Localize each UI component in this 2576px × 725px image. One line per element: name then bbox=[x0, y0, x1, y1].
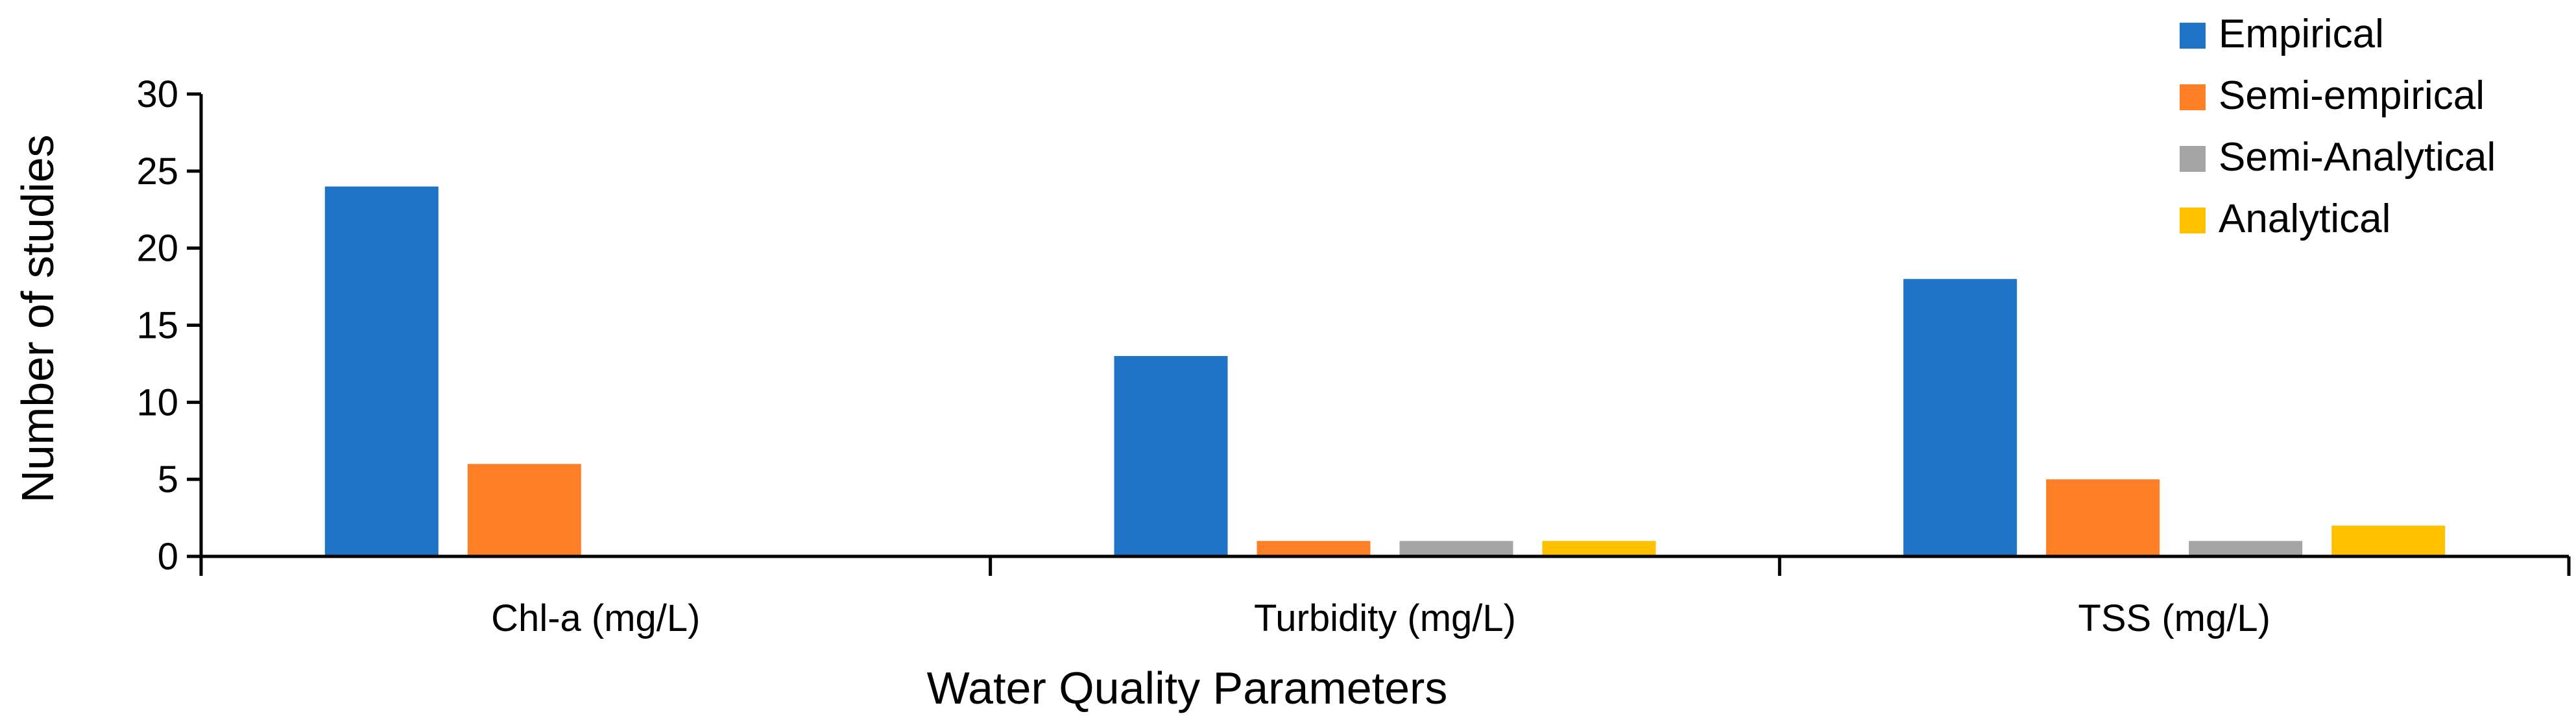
legend-label: Empirical bbox=[2219, 12, 2384, 56]
bar-analytical bbox=[2331, 525, 2446, 556]
legend-label: Analytical bbox=[2219, 196, 2390, 241]
y-tick-label: 30 bbox=[136, 73, 178, 115]
x-axis-title: Water Quality Parameters bbox=[927, 663, 1448, 713]
bar-empirical bbox=[1903, 279, 2017, 556]
bars-layer bbox=[324, 186, 2446, 557]
bar-semi-analytical bbox=[2189, 541, 2303, 556]
x-tick-label: Chl-a (mg/L) bbox=[491, 597, 700, 639]
bar-semi-empirical bbox=[467, 464, 581, 556]
bar-semi-analytical bbox=[1399, 541, 1513, 556]
legend-swatch bbox=[2180, 84, 2206, 110]
y-ticks: 0 5 10 15 20 25 30 bbox=[136, 73, 201, 578]
bar-semi-empirical bbox=[2046, 479, 2160, 556]
y-tick-label: 15 bbox=[136, 305, 178, 347]
legend-swatch bbox=[2180, 23, 2206, 49]
y-tick-label: 5 bbox=[158, 458, 178, 501]
legend-swatch bbox=[2180, 208, 2206, 233]
y-tick-label: 25 bbox=[136, 150, 178, 193]
bar-semi-empirical bbox=[1257, 541, 1371, 556]
legend-label: Semi-Analytical bbox=[2219, 135, 2496, 180]
bar-analytical bbox=[1542, 541, 1656, 556]
y-tick-label: 10 bbox=[136, 381, 178, 423]
x-tick-label: Turbidity (mg/L) bbox=[1254, 597, 1516, 639]
legend-label: Semi-empirical bbox=[2219, 73, 2485, 118]
bar-empirical bbox=[324, 186, 439, 557]
x-ticks: Chl-a (mg/L) Turbidity (mg/L) TSS (mg/L) bbox=[199, 556, 2571, 639]
y-tick-label: 0 bbox=[158, 536, 178, 578]
legend: Empirical Semi-empirical Semi-Analytical An… bbox=[2180, 12, 2496, 241]
y-axis-title: Number of studies bbox=[12, 134, 63, 503]
bar-empirical bbox=[1114, 356, 1228, 556]
y-tick-label: 20 bbox=[136, 228, 178, 270]
x-tick-label: TSS (mg/L) bbox=[2078, 597, 2270, 639]
legend-swatch bbox=[2180, 146, 2206, 172]
